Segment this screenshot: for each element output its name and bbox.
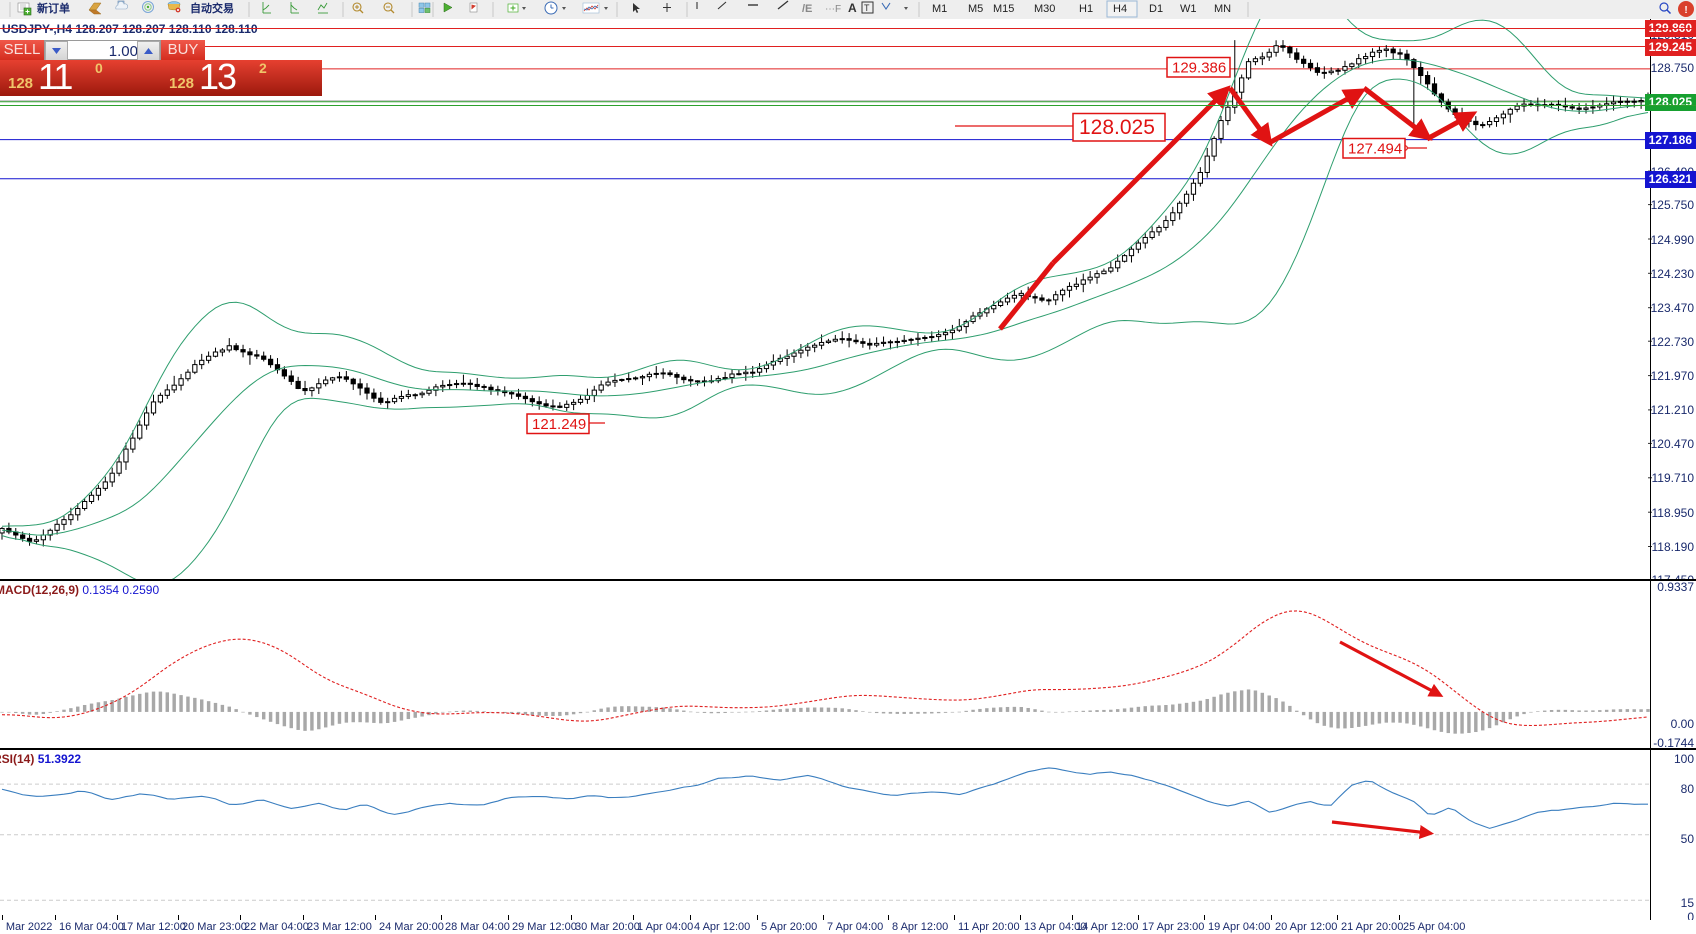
svg-text:H4: H4 [1113, 3, 1127, 15]
svg-text:新订单: 新订单 [37, 1, 70, 15]
svg-text:W1: W1 [1180, 3, 1197, 15]
svg-text:M15: M15 [993, 3, 1014, 15]
svg-text:!: ! [1684, 5, 1687, 16]
svg-text:⋯F: ⋯F [825, 4, 841, 15]
svg-text:MN: MN [1214, 3, 1231, 15]
svg-text:H1: H1 [1079, 3, 1093, 15]
svg-text:A: A [848, 1, 857, 15]
svg-text:M30: M30 [1034, 3, 1055, 15]
svg-text:M5: M5 [968, 3, 983, 15]
svg-text:/E: /E [802, 3, 812, 15]
svg-text:自动交易: 自动交易 [190, 1, 234, 15]
svg-text:D1: D1 [1149, 3, 1163, 15]
svg-text:M1: M1 [932, 3, 947, 15]
svg-text:T: T [864, 3, 870, 13]
